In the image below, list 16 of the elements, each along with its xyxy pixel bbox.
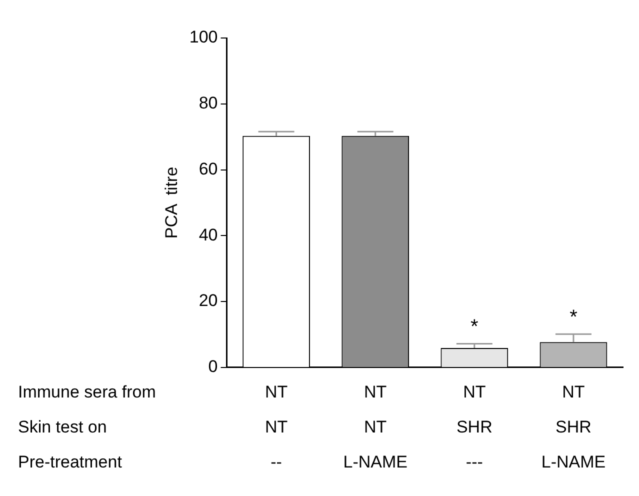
x-tick-label: NT SHR L-NAME bbox=[541, 382, 606, 472]
y-tick-label: 80 bbox=[198, 94, 218, 113]
x-tick-label: NT NT L-NAME bbox=[343, 382, 408, 472]
text: Immune sera from bbox=[18, 382, 156, 402]
x-tick-label: NT NT -- bbox=[264, 382, 288, 472]
data-label: * bbox=[470, 316, 479, 338]
y-axis-title: PCA titre bbox=[162, 166, 181, 239]
y-tick-label: 0 bbox=[208, 357, 218, 376]
x-tick-label: NT SHR --- bbox=[456, 382, 492, 472]
data-label: * bbox=[570, 306, 578, 329]
y-tick-label: 100 bbox=[189, 28, 218, 47]
y-tick-label: 60 bbox=[198, 159, 218, 178]
y-tick-label: 20 bbox=[198, 291, 218, 310]
text: Skin test on bbox=[18, 418, 107, 437]
text: Pre-treatment bbox=[18, 452, 122, 472]
y-tick-label: 40 bbox=[198, 225, 218, 244]
